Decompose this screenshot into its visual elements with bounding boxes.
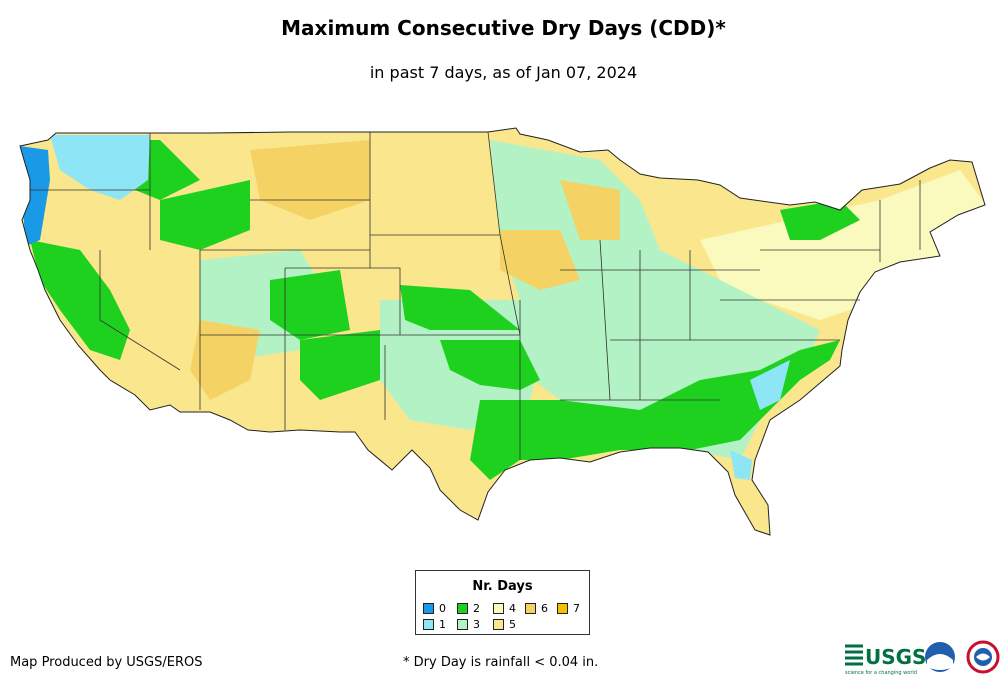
map-credit: Map Produced by USGS/EROS: [10, 655, 203, 670]
nws-logo: [966, 640, 1000, 674]
legend-label-2: 2: [473, 602, 480, 615]
state-borders: [30, 131, 921, 460]
agency-logos: USGS science for a changing world noaa: [845, 640, 1000, 676]
noaa-logo: noaa: [925, 642, 955, 672]
legend-swatch-1: [423, 619, 434, 630]
map-title: Maximum Consecutive Dry Days (CDD)*: [281, 16, 726, 40]
legend: Nr. Days 0 1 2 3 4 5 6 7: [415, 570, 590, 635]
legend-label-1: 1: [439, 618, 446, 631]
legend-swatch-2: [457, 603, 468, 614]
legend-label-6: 6: [541, 602, 548, 615]
legend-label-4: 4: [509, 602, 516, 615]
legend-label-5: 5: [509, 618, 516, 631]
usgs-logo-text: USGS: [865, 645, 926, 669]
legend-label-0: 0: [439, 602, 446, 615]
usgs-logo: USGS science for a changing world: [845, 644, 926, 676]
legend-swatch-6: [525, 603, 536, 614]
dry-day-footnote: * Dry Day is rainfall < 0.04 in.: [403, 655, 599, 670]
legend-label-3: 3: [473, 618, 480, 631]
noaa-logo-text: noaa: [933, 654, 948, 661]
us-outline: [19, 127, 986, 536]
legend-swatch-4: [493, 603, 504, 614]
legend-label-7: 7: [573, 602, 580, 615]
legend-swatch-3: [457, 619, 468, 630]
legend-swatch-5: [493, 619, 504, 630]
legend-swatch-0: [423, 603, 434, 614]
legend-title: Nr. Days: [472, 579, 533, 594]
legend-swatch-7: [557, 603, 568, 614]
map-subtitle: in past 7 days, as of Jan 07, 2024: [369, 63, 638, 82]
usgs-logo-tagline: science for a changing world: [845, 670, 917, 676]
